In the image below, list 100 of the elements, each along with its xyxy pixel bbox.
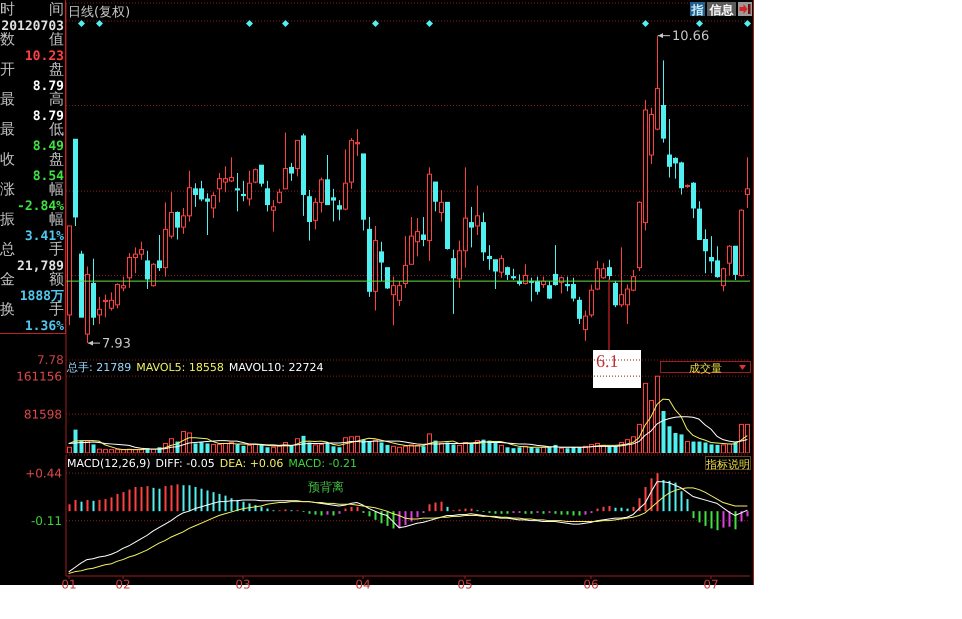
bar bbox=[236, 444, 240, 453]
candlestick bbox=[469, 206, 474, 248]
bar bbox=[680, 491, 682, 512]
annotation: DEA: +0.06 bbox=[220, 457, 284, 470]
bar bbox=[140, 486, 142, 512]
bar bbox=[92, 500, 94, 512]
bar bbox=[350, 506, 352, 512]
bar bbox=[74, 500, 76, 512]
line-series bbox=[68, 398, 748, 450]
candlestick bbox=[379, 241, 384, 282]
bar bbox=[80, 441, 84, 453]
bar bbox=[685, 441, 690, 453]
annotation: 10.66 bbox=[672, 29, 710, 44]
help-button: 指标说明 bbox=[705, 456, 751, 470]
bar bbox=[410, 511, 412, 522]
candlestick bbox=[145, 250, 150, 290]
bar bbox=[146, 486, 148, 512]
bar bbox=[554, 511, 556, 514]
x-tick-label: 07 bbox=[703, 578, 719, 592]
annotation: 6.1 bbox=[596, 351, 618, 371]
bar bbox=[446, 506, 448, 512]
annotation: MAVOL10: 22724 bbox=[228, 361, 324, 374]
bar bbox=[506, 511, 508, 514]
text: 总手 bbox=[0, 240, 65, 258]
bar bbox=[373, 440, 378, 453]
bar bbox=[182, 485, 184, 512]
annotation: 成交量 bbox=[689, 362, 722, 375]
text: 数值 bbox=[0, 30, 65, 48]
x-tick-label: 05 bbox=[457, 578, 473, 592]
bar bbox=[416, 511, 418, 518]
bar bbox=[716, 511, 718, 530]
bar bbox=[164, 486, 166, 512]
bar bbox=[464, 508, 466, 512]
bar bbox=[704, 442, 708, 453]
annotation: 总手: 21789 bbox=[67, 361, 132, 374]
bar bbox=[626, 508, 628, 512]
annotation: MACD: -0.21 bbox=[288, 457, 358, 470]
x-tick-label: 04 bbox=[355, 578, 371, 592]
candlestick bbox=[487, 244, 492, 270]
bar bbox=[662, 411, 666, 453]
bar bbox=[92, 444, 96, 453]
toolbar-button: 指 bbox=[690, 2, 705, 16]
bar bbox=[704, 511, 706, 526]
candlestick bbox=[373, 225, 378, 311]
bar bbox=[698, 511, 700, 522]
bar bbox=[452, 444, 456, 453]
bar bbox=[608, 446, 612, 453]
candlestick bbox=[439, 189, 444, 222]
bar bbox=[524, 511, 526, 514]
y-tick-label: -0.11 bbox=[30, 514, 62, 528]
bar bbox=[698, 442, 702, 453]
bar bbox=[578, 511, 580, 516]
bar bbox=[722, 511, 724, 528]
x-tick-label: 02 bbox=[115, 578, 131, 592]
bar bbox=[314, 511, 316, 515]
bar bbox=[332, 446, 336, 453]
bar bbox=[206, 443, 210, 453]
bar bbox=[692, 442, 696, 453]
y-tick-label: +0.44 bbox=[25, 466, 62, 480]
annotation: 预背离 bbox=[308, 480, 344, 494]
bar bbox=[116, 494, 118, 512]
text: 振幅 bbox=[0, 210, 65, 228]
bar bbox=[518, 447, 522, 453]
bar bbox=[512, 448, 516, 453]
bar bbox=[734, 442, 738, 453]
bar bbox=[674, 432, 678, 453]
bar bbox=[614, 508, 616, 512]
bar bbox=[368, 511, 370, 516]
bar bbox=[158, 488, 160, 512]
bar bbox=[470, 443, 474, 453]
bar bbox=[686, 499, 688, 512]
bar bbox=[506, 447, 510, 453]
bar bbox=[668, 480, 670, 512]
x-tick-label: 03 bbox=[235, 578, 251, 592]
bar bbox=[338, 511, 340, 514]
candlestick bbox=[475, 184, 480, 236]
text: 收盘 bbox=[0, 150, 65, 168]
bar bbox=[446, 442, 450, 453]
annotation: 信息 bbox=[710, 3, 734, 17]
candlestick bbox=[265, 180, 270, 212]
bar bbox=[632, 506, 634, 512]
bar bbox=[728, 511, 730, 527]
bar bbox=[86, 500, 88, 512]
bar bbox=[80, 502, 82, 512]
bar bbox=[440, 502, 442, 512]
bar bbox=[572, 511, 574, 516]
bar bbox=[608, 506, 610, 512]
bar bbox=[68, 504, 70, 512]
bar bbox=[734, 511, 736, 530]
bar bbox=[656, 473, 658, 512]
bar bbox=[427, 433, 432, 453]
candlestick bbox=[271, 200, 276, 232]
bar bbox=[122, 492, 124, 512]
bar bbox=[422, 446, 426, 453]
bar bbox=[260, 444, 264, 453]
text: 时间 bbox=[0, 0, 65, 18]
candlestick bbox=[481, 212, 486, 262]
bar bbox=[746, 511, 748, 516]
bar bbox=[320, 511, 322, 516]
x-tick-label: 01 bbox=[61, 578, 77, 592]
